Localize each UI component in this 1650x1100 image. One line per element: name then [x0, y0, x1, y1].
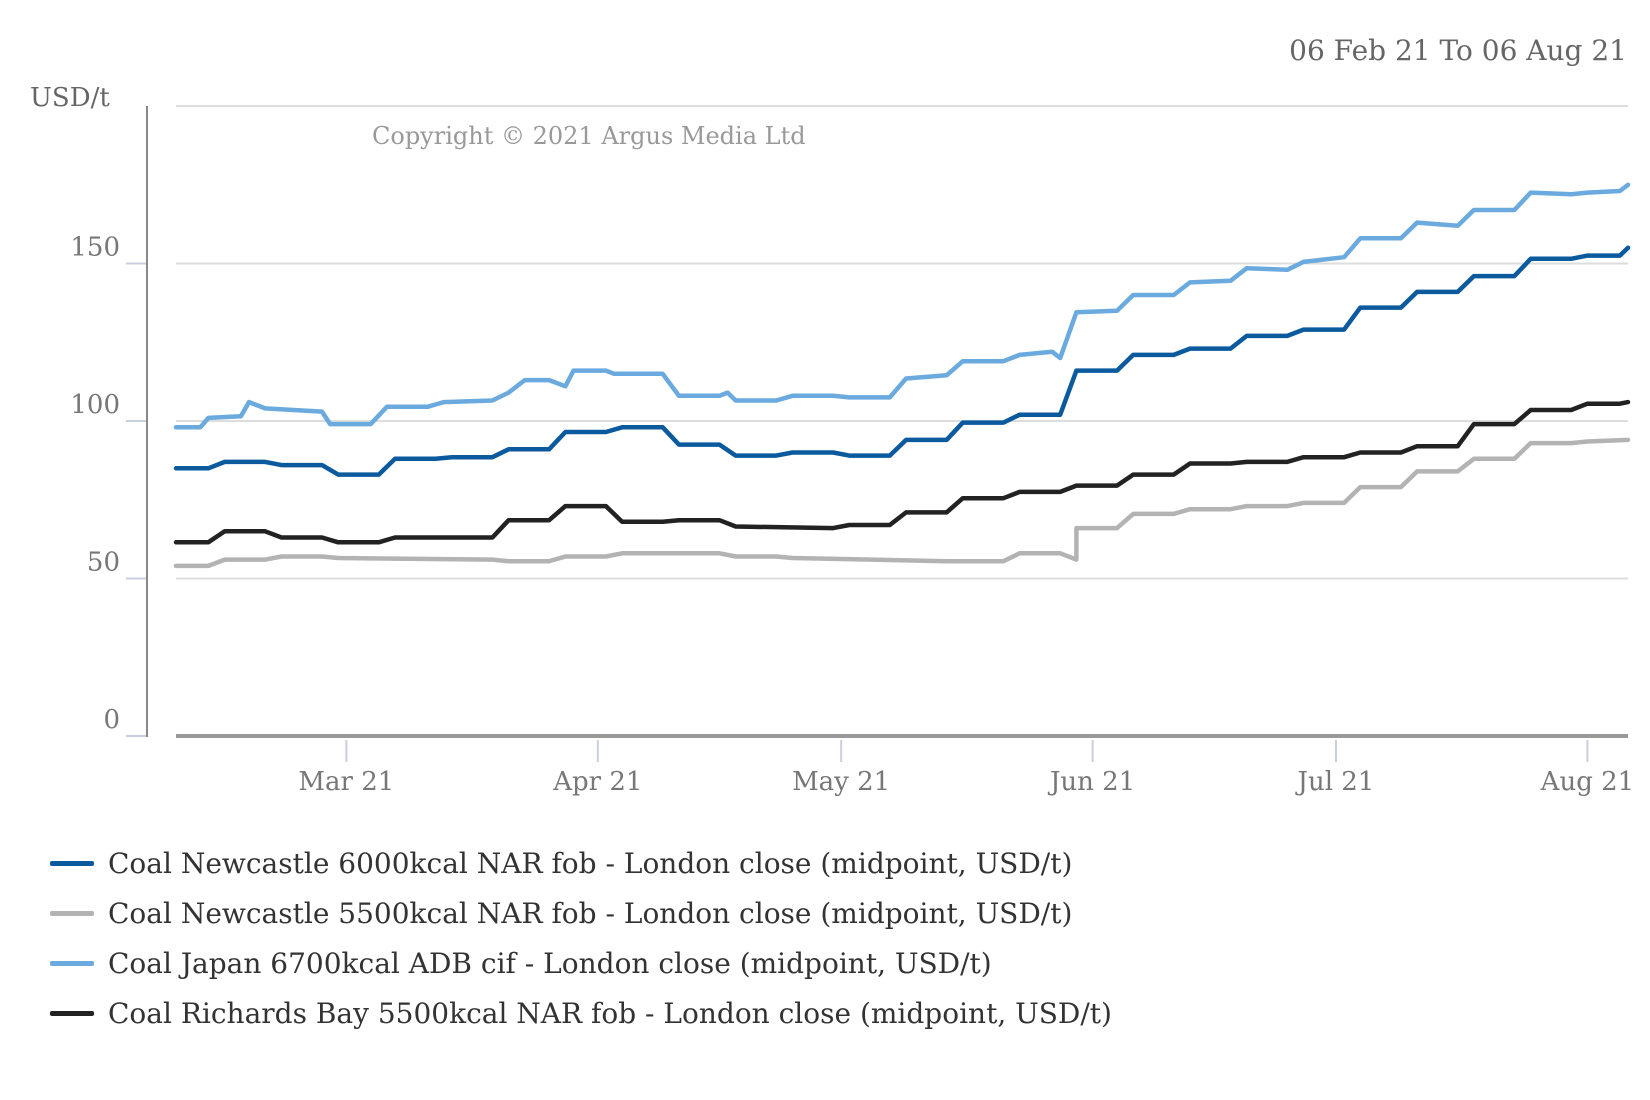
series-line-4	[173, 399, 1631, 545]
y-tick-label: 0	[103, 705, 120, 735]
series-line-2	[173, 437, 1631, 569]
chart-legend: Coal Newcastle 6000kcal NAR fob - London…	[50, 838, 1112, 1038]
legend-swatch	[50, 1010, 94, 1016]
x-tick-label: Jul 21	[1295, 767, 1375, 797]
y-tick-label: 150	[70, 233, 120, 263]
series-line-3	[173, 182, 1631, 430]
legend-swatch	[50, 960, 94, 966]
series-lines	[173, 182, 1631, 569]
x-axis-ticks: Mar 21 Apr 21 May 21 Jun 21 Jul 21 Aug 21	[298, 740, 1634, 797]
legend-item[interactable]: Coal Richards Bay 5500kcal NAR fob - Lon…	[50, 988, 1112, 1038]
y-axis-ticks: 0 50 100 150	[70, 233, 147, 737]
legend-item[interactable]: Coal Newcastle 6000kcal NAR fob - London…	[50, 838, 1112, 888]
y-tick-label: 100	[70, 390, 120, 420]
date-range-label: 06 Feb 21 To 06 Aug 21	[1289, 34, 1627, 67]
series-line-1	[173, 245, 1631, 477]
copyright-watermark: Copyright © 2021 Argus Media Ltd	[372, 122, 806, 150]
legend-label: Coal Richards Bay 5500kcal NAR fob - Lon…	[108, 996, 1112, 1030]
legend-item[interactable]: Coal Japan 6700kcal ADB cif - London clo…	[50, 938, 1112, 988]
legend-label: Coal Newcastle 5500kcal NAR fob - London…	[108, 896, 1073, 930]
legend-swatch	[50, 860, 94, 866]
legend-swatch	[50, 910, 94, 916]
x-tick-label: Apr 21	[552, 767, 642, 797]
x-tick-label: Aug 21	[1540, 767, 1635, 797]
legend-label: Coal Newcastle 6000kcal NAR fob - London…	[108, 846, 1073, 880]
legend-label: Coal Japan 6700kcal ADB cif - London clo…	[108, 946, 992, 980]
y-tick-label: 50	[87, 548, 120, 578]
x-tick-label: May 21	[792, 767, 890, 797]
gridlines	[176, 105, 1628, 580]
y-axis-unit-label: USD/t	[30, 83, 110, 113]
x-tick-label: Jun 21	[1047, 767, 1135, 797]
legend-item[interactable]: Coal Newcastle 5500kcal NAR fob - London…	[50, 888, 1112, 938]
x-tick-label: Mar 21	[298, 767, 394, 797]
